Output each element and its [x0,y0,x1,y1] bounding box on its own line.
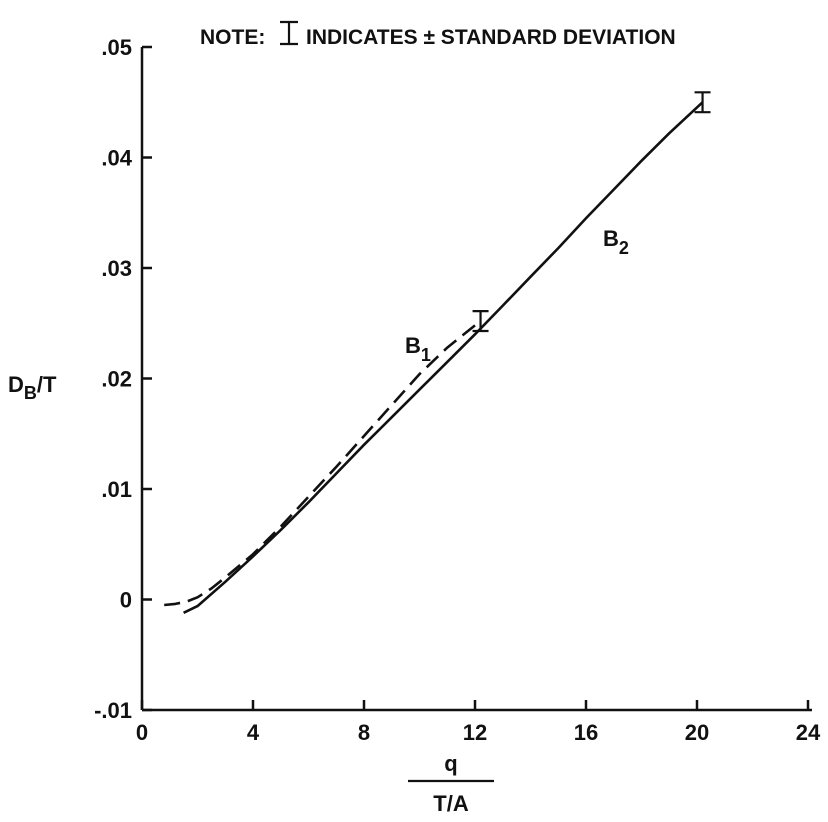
y-tick-label: 0 [120,588,132,613]
x-tick-label: 12 [463,720,487,745]
y-ticks: -.01 0 .01 .02 .03 .04 .05 [94,35,152,723]
y-tick-label: -.01 [94,698,132,723]
x-tick-label: 24 [796,720,821,745]
x-tick-label: 0 [136,720,148,745]
chart-note: NOTE: INDICATES ± STANDARD DEVIATION [200,20,676,49]
x-ticks: 0 4 8 12 16 20 24 [136,700,821,745]
y-tick-label: .03 [101,256,132,281]
x-axis-label: q T/A [408,751,494,816]
y-tick-label: .05 [101,35,132,60]
y-axis-label: DB/T [8,372,57,403]
y-tick-label: .04 [101,146,132,171]
note-prefix: NOTE: [200,26,265,49]
x-tick-label: 20 [685,720,709,745]
x-axis-label-numerator: q [444,751,457,776]
series-label-b2: B2 [603,226,629,258]
x-tick-label: 16 [574,720,598,745]
error-bar-icon [280,20,298,46]
y-tick-label: .01 [101,477,132,502]
series-line-b1 [164,319,482,607]
axes [140,47,812,712]
note-text: INDICATES ± STANDARD DEVIATION [306,26,676,49]
error-bar-b2 [694,91,711,114]
x-axis-label-denominator: T/A [433,791,469,816]
x-tick-label: 8 [358,720,370,745]
series-layer [164,91,711,614]
series-label-b1: B1 [405,333,431,365]
series-line-b2 [183,101,704,614]
x-tick-label: 4 [247,720,260,745]
y-tick-label: .02 [101,367,132,392]
